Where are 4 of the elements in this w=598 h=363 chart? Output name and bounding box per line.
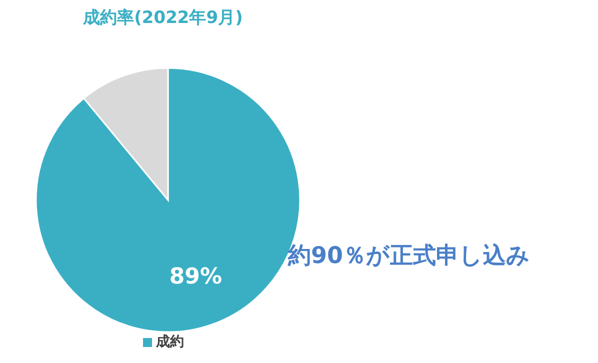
legend-label: 成約 — [154, 333, 184, 351]
data-label: 89% — [169, 264, 222, 290]
chart-title: 成約率(2022年9月) — [82, 7, 244, 29]
text: 約90％が正式申し込み — [288, 242, 530, 271]
